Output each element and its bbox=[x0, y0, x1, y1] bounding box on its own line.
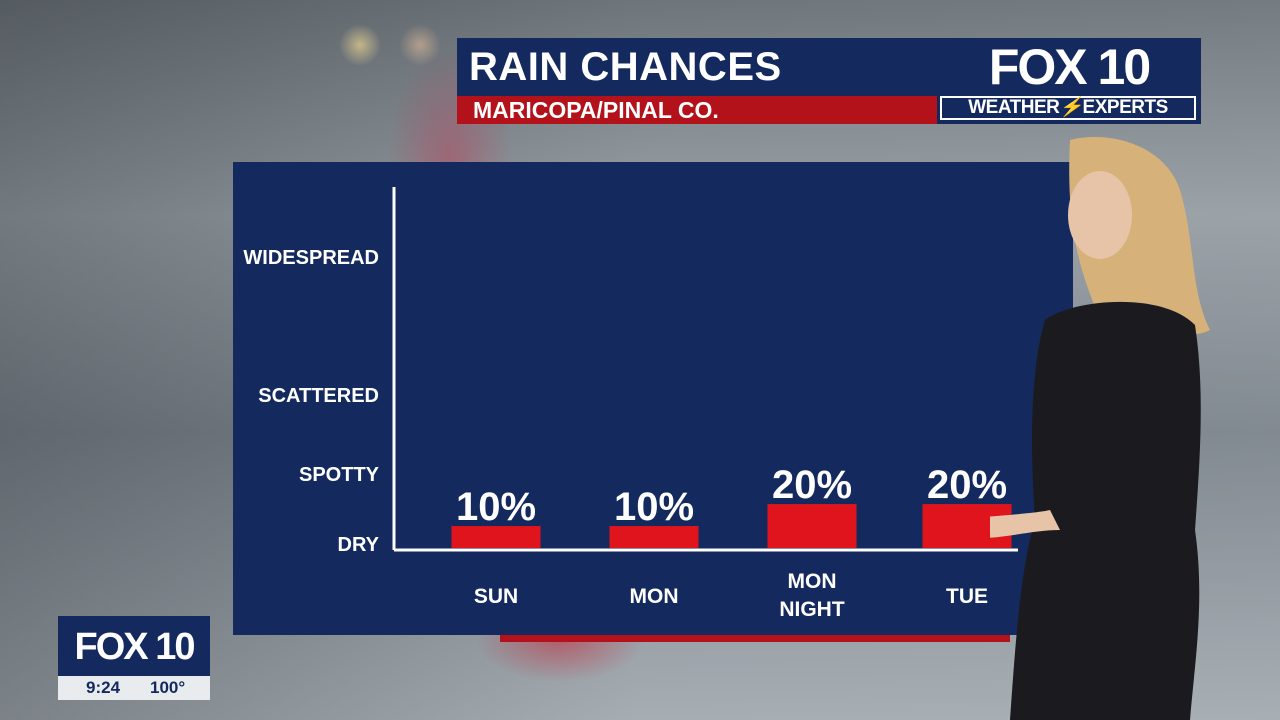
rain-chance-chart: 10% SUN 10% MON 20% MON NIGHT 20% TUE DRY SPOTTY S… bbox=[243, 187, 1018, 621]
clock-time: 9:24 bbox=[86, 678, 121, 697]
bar-2 bbox=[767, 504, 857, 548]
station-logo: FOX 10 WEATHER⚡EXPERTS bbox=[937, 38, 1201, 124]
y-labels-group: DRY SPOTTY SCATTERED WIDESPREAD bbox=[243, 247, 379, 556]
logo-text: FOX 10 bbox=[988, 39, 1151, 95]
category-label-3: TUE bbox=[946, 585, 988, 608]
logo-tag-right: EXPERTS bbox=[1082, 97, 1169, 118]
chart-panel bbox=[233, 162, 1073, 635]
chart-panel-underline bbox=[500, 635, 1010, 642]
logo-tag-left: WEATHER bbox=[968, 97, 1060, 118]
y-level-scattered: SCATTERED bbox=[258, 385, 379, 407]
current-temperature: 100° bbox=[150, 678, 186, 697]
bars-group: 10% SUN 10% MON 20% MON NIGHT 20% TUE bbox=[451, 463, 1012, 621]
value-label-0: 10% bbox=[456, 485, 536, 529]
y-level-widespread: WIDESPREAD bbox=[243, 247, 379, 269]
presenter-figure bbox=[990, 137, 1210, 720]
bar-0 bbox=[451, 526, 541, 548]
page-title: RAIN CHANCES bbox=[457, 38, 937, 96]
y-level-spotty: SPOTTY bbox=[299, 464, 380, 486]
y-level-dry: DRY bbox=[338, 534, 380, 556]
logo-tagline: WEATHER⚡EXPERTS bbox=[940, 96, 1196, 120]
value-label-1: 10% bbox=[614, 485, 694, 529]
category-label-1: MON bbox=[630, 585, 679, 608]
value-label-3: 20% bbox=[927, 463, 1007, 507]
bug-logo: FOX 10 bbox=[58, 616, 210, 676]
lightning-icon: ⚡ bbox=[1059, 97, 1083, 118]
category-label-2: MON NIGHT bbox=[779, 570, 845, 621]
page-subtitle: MARICOPA/PINAL CO. bbox=[457, 96, 937, 124]
bar-1 bbox=[609, 526, 699, 548]
bug-info: 9:24 100° bbox=[58, 676, 210, 700]
station-bug: FOX 10 9:24 100° bbox=[58, 616, 210, 700]
value-label-2: 20% bbox=[772, 463, 852, 507]
category-label-0: SUN bbox=[474, 585, 518, 608]
